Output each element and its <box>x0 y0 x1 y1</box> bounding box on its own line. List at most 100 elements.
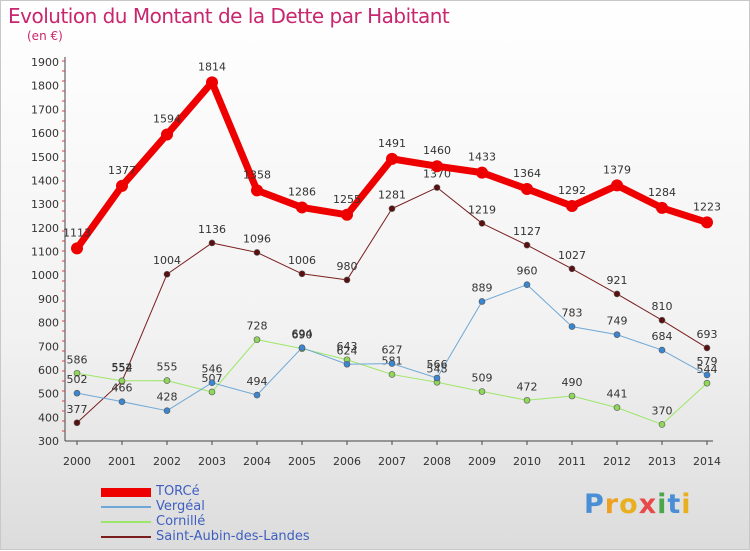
data-point <box>703 344 711 352</box>
x-tick-label: 2009 <box>468 455 496 468</box>
y-tick-label: 400 <box>38 411 59 424</box>
data-label: 507 <box>202 372 223 385</box>
x-tick-label: 2010 <box>513 455 541 468</box>
data-point <box>521 182 533 195</box>
data-point <box>523 396 531 404</box>
y-tick-label: 1400 <box>31 174 59 187</box>
data-label: 1136 <box>198 223 226 236</box>
data-label: 579 <box>697 355 718 368</box>
data-label: 1370 <box>423 168 451 181</box>
data-point <box>656 201 668 214</box>
data-point <box>116 179 128 192</box>
x-tick-label: 2006 <box>333 455 361 468</box>
legend-swatch <box>101 488 151 497</box>
chart-title: Evolution du Montant de la Dette par Hab… <box>8 4 450 28</box>
x-tick-label: 2005 <box>288 455 316 468</box>
data-point <box>568 323 576 330</box>
data-point <box>478 298 486 305</box>
data-label: 441 <box>607 388 628 401</box>
data-point <box>703 379 711 387</box>
chart-legend: TORCé Vergéal Cornillé Saint-Aubin-des-Land… <box>101 484 361 545</box>
data-label: 370 <box>652 404 673 417</box>
data-point <box>296 201 308 214</box>
data-point <box>701 216 713 229</box>
data-point <box>388 205 396 212</box>
data-label: 472 <box>517 380 538 393</box>
data-point <box>611 179 623 192</box>
y-tick-label: 1800 <box>31 80 59 93</box>
data-point <box>658 421 666 428</box>
data-label: 1255 <box>333 193 361 206</box>
x-tick-label: 2001 <box>108 455 136 468</box>
data-point <box>73 389 81 397</box>
data-label: 1379 <box>603 163 631 176</box>
data-label: 552 <box>112 361 133 374</box>
data-point <box>206 76 218 89</box>
y-tick-label: 1700 <box>31 103 59 116</box>
data-point <box>253 336 261 343</box>
data-point <box>73 419 81 427</box>
logo-letter: P <box>584 489 605 520</box>
legend-swatch <box>101 521 151 523</box>
data-label: 586 <box>67 353 88 366</box>
data-point <box>253 391 261 399</box>
legend-swatch <box>101 506 151 508</box>
proxiti-logo: Proxiti <box>584 489 692 520</box>
data-label: 466 <box>112 382 133 395</box>
data-point <box>613 290 621 298</box>
legend-item: TORCé <box>101 484 361 500</box>
legend-label: Cornillé <box>156 514 206 529</box>
data-point <box>523 281 531 288</box>
data-label: 624 <box>337 344 358 357</box>
data-point <box>208 379 216 387</box>
data-point <box>163 270 171 278</box>
data-label: 783 <box>562 307 583 320</box>
data-label: 1127 <box>513 225 541 238</box>
data-label: 643 <box>337 340 358 353</box>
data-label: 490 <box>562 376 583 389</box>
data-label: 1814 <box>198 60 226 73</box>
y-tick-label: 500 <box>38 388 59 401</box>
data-label: 554 <box>112 361 133 374</box>
data-label: 1113 <box>63 226 91 239</box>
data-label: 960 <box>517 265 538 278</box>
logo-letter: i <box>681 489 692 520</box>
y-tick-label: 600 <box>38 364 59 377</box>
data-label: 566 <box>427 358 448 371</box>
data-label: 684 <box>652 330 673 343</box>
y-tick-label: 1500 <box>31 151 59 164</box>
y-tick-label: 1000 <box>31 269 59 282</box>
data-label: 555 <box>157 361 178 374</box>
data-point <box>703 371 711 379</box>
data-point <box>388 360 396 367</box>
data-label: 1358 <box>243 168 271 181</box>
y-tick-label: 900 <box>38 293 59 306</box>
data-point <box>341 208 353 221</box>
data-label: 1096 <box>243 232 271 245</box>
data-label: 502 <box>67 373 88 386</box>
legend-item: Vergéal <box>101 499 361 515</box>
data-label: 544 <box>697 363 718 376</box>
data-point <box>71 242 83 255</box>
x-tick-label: 2012 <box>603 455 631 468</box>
x-tick-label: 2008 <box>423 455 451 468</box>
y-tick-label: 1100 <box>31 246 59 259</box>
data-point <box>163 377 171 384</box>
logo-letter: r <box>604 489 620 520</box>
data-label: 694 <box>292 328 313 341</box>
data-label: 1594 <box>153 112 181 125</box>
data-label: 1433 <box>468 151 496 164</box>
legend-swatch <box>101 536 151 538</box>
data-point <box>431 160 443 173</box>
y-tick-label: 300 <box>38 435 59 448</box>
legend-label: Vergéal <box>156 499 205 514</box>
data-point <box>253 249 261 256</box>
data-point <box>343 360 351 368</box>
x-tick-label: 2002 <box>153 455 181 468</box>
y-tick-label: 1300 <box>31 198 59 211</box>
data-label: 627 <box>382 344 403 357</box>
y-tick-label: 1900 <box>31 56 59 69</box>
data-label: 1027 <box>558 249 586 262</box>
